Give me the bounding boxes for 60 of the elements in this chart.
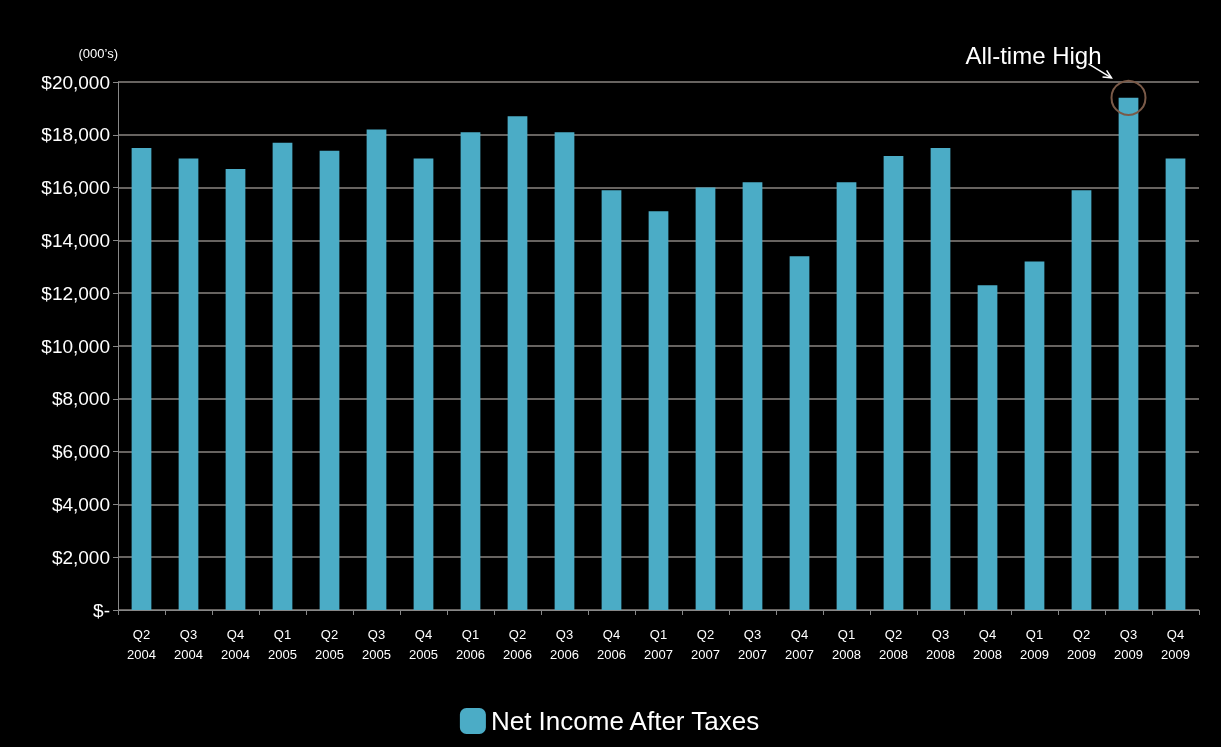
bar	[178, 158, 199, 610]
x-tick-label: Q1 2009	[1020, 626, 1049, 662]
bar	[789, 256, 810, 610]
y-tick-label: $6,000	[51, 441, 110, 463]
bar	[695, 187, 716, 610]
y-tick-label: $20,000	[41, 71, 110, 93]
y-tick-label: $16,000	[41, 177, 110, 199]
bar	[1071, 190, 1092, 610]
x-tick-label: Q2 2007	[691, 626, 720, 662]
x-tick-label: Q4 2008	[973, 626, 1002, 662]
x-tick-label: Q4 2009	[1161, 626, 1190, 662]
y-tick-label: $12,000	[41, 282, 110, 304]
bar	[554, 132, 575, 610]
y-axis-title: (000’s)	[78, 46, 118, 61]
x-tick-label: Q4 2005	[409, 626, 438, 662]
x-tick-label: Q2 2009	[1067, 626, 1096, 662]
x-tick-label: Q4 2007	[785, 626, 814, 662]
annotation: All-time High	[965, 42, 1102, 70]
bar	[131, 148, 152, 610]
bar	[1118, 97, 1139, 610]
bar	[648, 211, 669, 610]
y-tick-label: $8,000	[51, 388, 110, 410]
x-tick-label: Q1 2005	[268, 626, 297, 662]
y-tick-label: $18,000	[41, 124, 110, 146]
bar	[742, 182, 763, 610]
bar	[366, 129, 387, 610]
x-tick-label: Q1 2007	[644, 626, 673, 662]
x-tick-label: Q4 2006	[597, 626, 626, 662]
bar	[413, 158, 434, 610]
bar	[836, 182, 857, 610]
x-tick-label: Q2 2005	[315, 626, 344, 662]
x-tick-label: Q2 2006	[503, 626, 532, 662]
x-tick-label: Q1 2006	[456, 626, 485, 662]
bar	[930, 148, 951, 610]
bar	[507, 116, 528, 610]
x-tick-label: Q3 2008	[926, 626, 955, 662]
bar	[225, 169, 246, 610]
y-tick-label: $2,000	[51, 546, 110, 568]
bar	[319, 150, 340, 610]
bar	[460, 132, 481, 610]
bar	[1024, 261, 1045, 610]
x-tick-label: Q2 2008	[879, 626, 908, 662]
x-tick-label: Q3 2007	[738, 626, 767, 662]
y-tick-label: $-	[93, 599, 110, 621]
y-tick-label: $14,000	[41, 229, 110, 251]
x-tick-label: Q3 2005	[362, 626, 391, 662]
bar	[883, 155, 904, 610]
legend-label: Net Income After Taxes	[490, 706, 760, 736]
x-tick-label: Q3 2004	[174, 626, 203, 662]
x-tick-label: Q4 2004	[221, 626, 250, 662]
bar	[977, 285, 998, 610]
bar	[601, 190, 622, 610]
bar	[272, 142, 293, 610]
x-tick-label: Q3 2006	[550, 626, 579, 662]
y-tick-label: $4,000	[51, 493, 110, 515]
bar	[1165, 158, 1186, 610]
x-tick-label: Q3 2009	[1114, 626, 1143, 662]
y-tick-label: $10,000	[41, 335, 110, 357]
x-tick-label: Q1 2008	[832, 626, 861, 662]
x-tick-label: Q2 2004	[127, 626, 156, 662]
